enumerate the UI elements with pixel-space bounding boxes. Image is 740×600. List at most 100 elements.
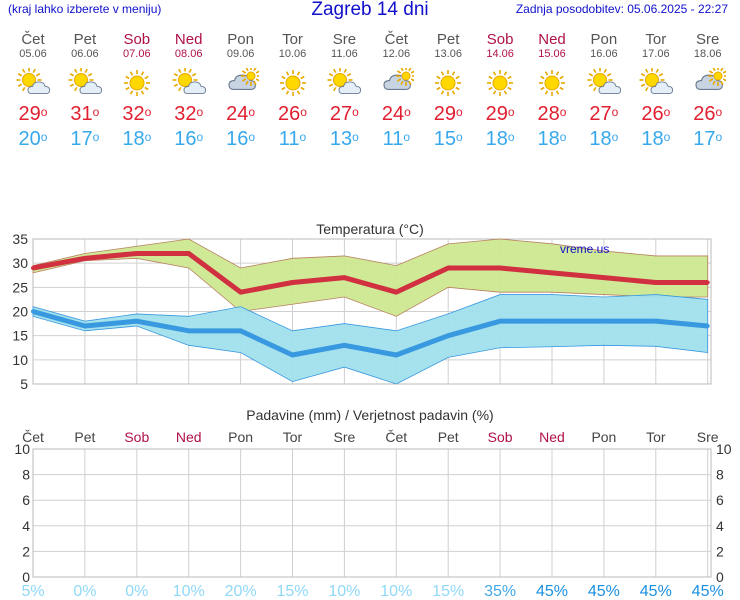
sun-icon [539,70,565,96]
degree-sign: o [196,105,204,119]
day-date: 10.06 [278,48,307,60]
precipitation-probability-label: 45% [692,583,724,600]
precipitation-x-tick-label: Sre [334,429,356,445]
min-temperature-point [82,324,87,328]
precipitation-x-tick-label: Sre [697,429,719,445]
day-date: 12.06 [382,48,411,60]
day-date: 16.06 [590,48,618,60]
precipitation-x-tick-label: Ned [539,429,565,445]
sun-icon [123,70,150,96]
forecast-charts: Temperatura (°C)5101520253035vreme.usPad… [12,221,731,600]
max-temperature-point [186,251,191,256]
precipitation-probability-label: 45% [588,583,620,600]
day-name: Pon [227,31,254,48]
degree-sign: o [248,130,256,144]
min-temperature: 16o [163,126,215,152]
min-temperature-value: 11 [278,128,300,150]
precipitation-chart-title: Padavine (mm) / Verjetnost padavin (%) [246,407,493,423]
precipitation-x-tick-label: Pet [438,429,459,445]
precipitation-x-tick-label: Čet [385,429,407,445]
max-temperature-point [550,270,554,275]
day-name: Čet [384,31,408,48]
precipitation-y-tick-label-left: 4 [22,518,30,534]
precipitation-x-tick-label: Ned [176,429,202,445]
max-temperature-point [31,266,35,270]
day-date: 14.06 [486,48,514,60]
degree-sign: o [404,105,411,119]
max-temperature: 29o [474,102,526,126]
precipitation-probability-label: 0% [73,583,96,600]
precipitation-y-tick-label-left: 8 [22,467,30,483]
max-temperature-value: 31 [70,103,93,125]
day-name: Sob [123,31,151,48]
day-date: 07.06 [123,48,151,60]
page-title: Zagreb 14 dni [311,0,429,20]
sun-cloud-icon [587,68,621,95]
min-temperature-value: 18 [641,128,664,150]
precipitation-x-tick-label: Tor [283,429,303,445]
max-temperature-point [601,275,606,280]
min-temperature-value: 17 [70,128,93,150]
degree-sign: o [92,130,100,144]
max-temperature-point [446,266,451,270]
min-temperature-point [134,319,139,324]
min-temperature-point [498,319,503,324]
precipitation-y-tick-label-left: 2 [22,543,30,559]
max-temperature: 32o [111,102,163,126]
max-temperature: 24o [215,102,267,126]
location-menu-hint[interactable]: (kraj lahko izberete v meniju) [8,2,162,16]
precipitation-x-tick-label: Tor [646,429,666,445]
day-name: Ned [174,31,203,48]
max-temperature-value: 26 [693,103,716,125]
min-temperature: 18o [526,126,578,152]
min-temperature: 13o [318,126,370,152]
sun-icon [435,70,462,96]
degree-sign: o [300,105,307,119]
degree-sign: o [611,105,619,119]
min-temperature-value: 16 [226,128,249,150]
max-temperature: 31o [59,102,111,126]
day-date: 09.06 [226,48,255,60]
day-name: Pet [436,31,460,48]
degree-sign: o [40,130,48,144]
precipitation-probability-label: 10% [380,583,412,600]
sun-cloud-icon [327,68,362,95]
degree-sign: o [507,105,515,119]
day-date: 06.06 [71,48,99,60]
max-temperature-point [290,280,295,285]
max-temperature: 32o [163,102,215,126]
min-temperature-value: 20 [18,128,41,150]
degree-sign: o [715,130,723,144]
min-temperature-point [653,319,658,324]
min-temperature: 11o [267,126,319,152]
min-temperature: 20o [7,126,59,152]
temperature-y-tick-label: 10 [12,352,28,368]
precipitation-x-tick-label: Sob [488,429,513,445]
sun-icon [279,70,306,96]
min-temperature-value: 18 [485,128,508,150]
min-temperature-point [601,319,606,324]
degree-sign: o [352,130,359,144]
degree-sign: o [403,130,411,144]
day-name: Sob [486,31,514,48]
degree-sign: o [352,105,359,119]
precipitation-probability-label: 0% [125,583,148,600]
degree-sign: o [40,105,48,119]
min-temperature-point [446,333,451,338]
max-temperature-point [134,251,139,256]
degree-sign: o [715,105,723,119]
precipitation-y-tick-label-left: 6 [22,492,30,508]
max-temperature-value: 29 [485,103,508,125]
day-date: 08.06 [174,48,203,60]
min-temperature-value: 15 [433,128,456,150]
max-temperature: 27o [318,102,370,126]
max-temperature: 29o [422,102,474,126]
max-temperature-value: 29 [433,103,456,125]
precipitation-probability-label: 35% [484,583,516,600]
max-temperature-value: 24 [381,103,405,125]
precipitation-probability-label: 45% [536,583,568,600]
min-temperature-point [186,328,191,333]
sun-cloud-icon [172,68,206,95]
min-temperature-point [238,328,243,333]
degree-sign: o [559,105,567,119]
